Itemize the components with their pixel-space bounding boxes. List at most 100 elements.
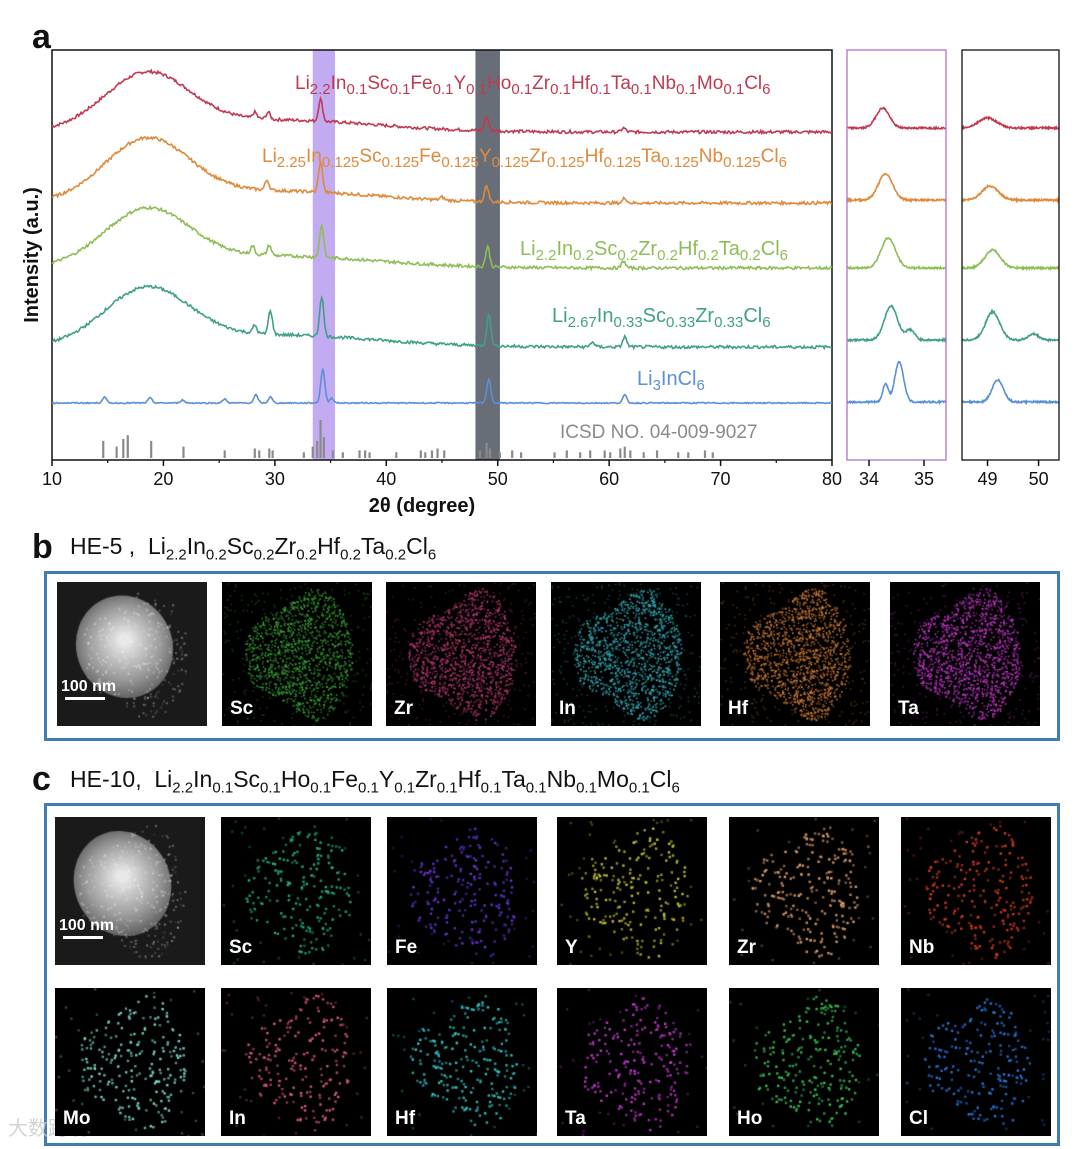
element-label: Ta (898, 698, 919, 719)
eds-map-zr: Zr (729, 817, 879, 965)
scale-bar-label: 100 nm (61, 678, 117, 695)
eds-map-sc: Sc (222, 582, 372, 726)
series-HE-3 (51, 284, 833, 351)
map-canvas (729, 817, 879, 965)
eds-map-ta: Ta (890, 582, 1040, 726)
map-canvas (55, 817, 205, 965)
xrd-chart: 10 20 30 40 50 60 70 80 2θ (degree) Intensity (a.… (21, 49, 1060, 517)
inset-49-frame (961, 49, 1060, 461)
element-label: Mo (63, 1108, 91, 1129)
element-label: Ho (737, 1108, 763, 1129)
panel-b-caption: HE-5 , Li2.2In0.2Sc0.2Zr0.2Hf0.2Ta0.2Cl6 (70, 533, 437, 564)
eds-map-y: Y (557, 817, 707, 965)
element-label: In (559, 698, 576, 719)
map-canvas (221, 988, 371, 1136)
x-axis-label: 2θ (degree) (369, 495, 475, 517)
inset-34-series-Li3InCl6 (846, 360, 947, 405)
eds-map-cl: Cl (901, 988, 1051, 1136)
map-canvas (890, 582, 1040, 726)
element-label: Zr (394, 698, 413, 719)
eds-map-ho: Ho (729, 988, 879, 1136)
map-canvas (557, 988, 707, 1136)
x-tick-label: 70 (711, 469, 731, 489)
series-HE-10 (51, 68, 833, 136)
panel-c-caption: HE-10, Li2.2In0.1Sc0.1Ho0.1Fe0.1Y0.1Zr0.… (70, 766, 680, 797)
element-label: Fe (395, 937, 418, 958)
map-canvas (557, 817, 707, 965)
map-canvas (387, 988, 537, 1136)
formula-he5-chart: Li2.2In0.2Sc0.2Zr0.2Hf0.2Ta0.2Cl6 (520, 238, 789, 264)
eds-map-in: In (221, 988, 371, 1136)
haadf-image: 100 nm (55, 817, 205, 965)
eds-map-fe: Fe (387, 817, 537, 965)
x-tick-label: 10 (42, 469, 62, 489)
x-tick-label: 80 (822, 469, 842, 489)
formula-li3incl6-chart: Li3InCl6 (637, 368, 705, 394)
element-label: Ta (565, 1108, 586, 1129)
element-label: Zr (737, 937, 756, 958)
highlight-band-49 (475, 50, 500, 460)
formula-he10-chart: Li2.2In0.1Sc0.1Fe0.1Y0.1Ho0.1Zr0.1Hf0.1T… (295, 73, 771, 98)
inset-34-frame (846, 49, 947, 461)
scale-bar (65, 697, 105, 700)
inset-49-series-HE-5 (961, 247, 1060, 272)
map-canvas (386, 582, 536, 726)
series-HE-5 (51, 204, 833, 272)
x-tick-label: 30 (265, 469, 285, 489)
map-canvas (387, 817, 537, 965)
highlight-band-34 (312, 50, 336, 460)
panel-b-maps-box (44, 571, 1060, 741)
element-label: In (229, 1108, 246, 1129)
series-HE-9 (51, 135, 833, 207)
map-canvas (729, 988, 879, 1136)
inset-34-series-HE-3 (846, 304, 947, 344)
map-canvas (55, 988, 205, 1136)
inset-34-series-HE-5 (846, 236, 947, 271)
panel-letter-b: b (32, 528, 53, 566)
x-tick-label: 20 (153, 469, 173, 489)
formula-he9-chart: Li2.25In0.125Sc0.125Fe0.125Y0.125Zr0.125… (262, 146, 787, 171)
x-tick-label: 60 (599, 469, 619, 489)
x-tick-label: 40 (376, 469, 396, 489)
inset-49-series-HE-9 (961, 183, 1060, 204)
inset-34-series-HE-9 (846, 172, 947, 204)
map-canvas (221, 817, 371, 965)
element-label: Sc (230, 698, 254, 719)
element-label: Hf (728, 698, 749, 719)
element-label: Sc (229, 937, 253, 958)
eds-map-ta: Ta (557, 988, 707, 1136)
element-label: Nb (909, 937, 935, 958)
scale-bar (63, 936, 103, 939)
inset-49-tick-label: 50 (1029, 469, 1049, 489)
inset-34-tick-label: 34 (859, 469, 879, 489)
inset-49-series-Li3InCl6 (961, 377, 1060, 406)
element-label: Cl (909, 1108, 928, 1129)
map-canvas (901, 988, 1051, 1136)
panel-letter-c: c (32, 760, 51, 798)
eds-map-hf: Hf (387, 988, 537, 1136)
eds-map-nb: Nb (901, 817, 1051, 965)
element-label: Hf (395, 1108, 416, 1129)
eds-map-zr: Zr (386, 582, 536, 726)
map-canvas (222, 582, 372, 726)
eds-map-sc: Sc (221, 817, 371, 965)
haadf-image: 100 nm (57, 582, 207, 726)
series-Li3InCl6 (51, 368, 833, 405)
reference-label: ICSD NO. 04-009-9027 (560, 422, 758, 443)
element-label: Y (565, 937, 578, 958)
eds-map-hf: Hf (720, 582, 870, 726)
map-canvas (57, 582, 207, 726)
inset-49-series-HE-3 (961, 308, 1060, 343)
scale-bar-label: 100 nm (59, 917, 115, 934)
y-axis-label: Intensity (a.u.) (21, 187, 43, 323)
map-canvas (551, 582, 701, 726)
inset-34-series-HE-10 (846, 106, 947, 131)
inset-49-tick-label: 49 (978, 469, 998, 489)
inset-34-tick-label: 35 (914, 469, 934, 489)
inset-49-series-HE-10 (961, 115, 1060, 131)
formula-he3-chart: Li2.67In0.33Sc0.33Zr0.33Cl6 (552, 305, 771, 331)
map-canvas (720, 582, 870, 726)
panel-letter-a: a (32, 18, 51, 56)
x-tick-label: 50 (488, 469, 508, 489)
eds-map-mo: Mo (55, 988, 205, 1136)
